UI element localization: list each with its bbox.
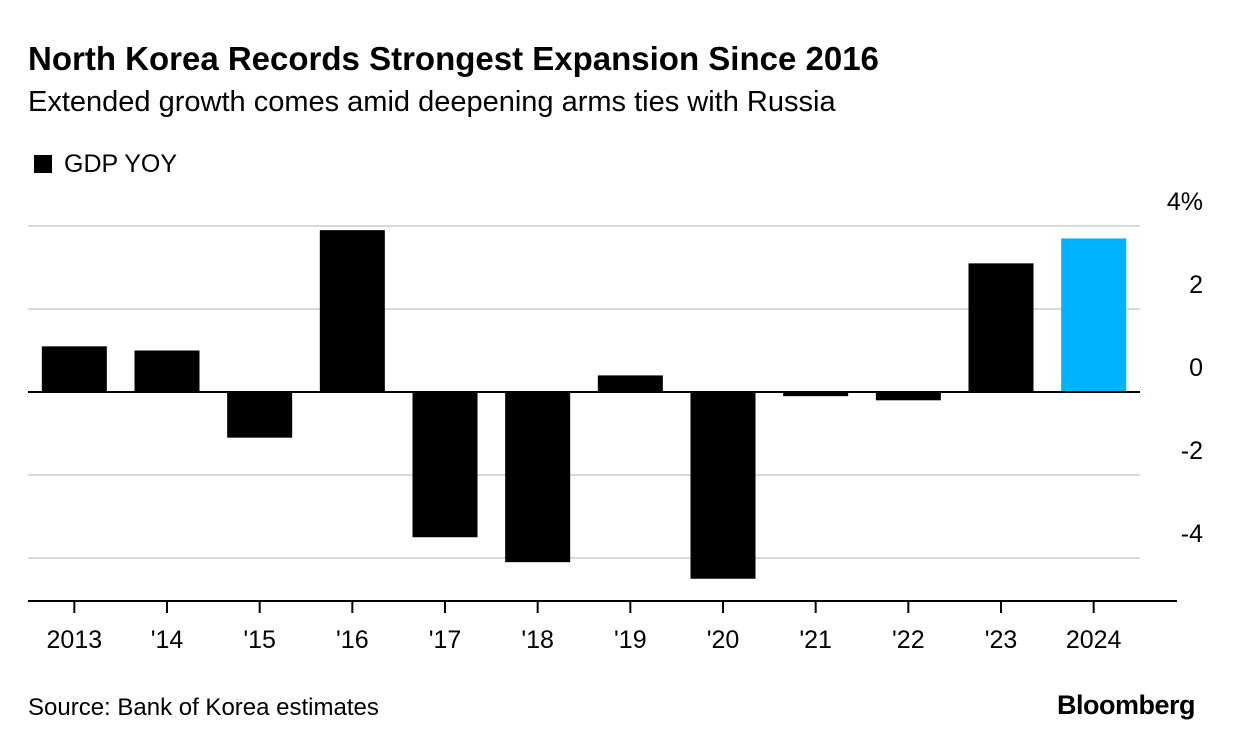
y-tick-label: -4: [1181, 520, 1203, 548]
bar-14: [134, 350, 200, 392]
bar-17: [412, 392, 478, 538]
bar-19: [597, 375, 663, 392]
x-tick-label: '21: [799, 626, 832, 654]
legend-swatch: [34, 155, 52, 173]
bar-15: [227, 392, 293, 438]
x-tick-label: '20: [707, 626, 740, 654]
legend-label: GDP YOY: [64, 149, 178, 178]
y-tick-label: 4%: [1167, 188, 1203, 216]
source-note: Source: Bank of Korea estimates: [28, 694, 379, 721]
x-tick-label: '16: [336, 626, 369, 654]
bar-20: [690, 392, 756, 579]
x-tick-label: 2013: [47, 626, 103, 654]
x-tick-label: '17: [429, 626, 462, 654]
bar-18: [505, 392, 571, 563]
y-tick-label: 0: [1189, 354, 1203, 382]
x-tick-label: '14: [151, 626, 184, 654]
y-tick-label: -2: [1181, 437, 1203, 465]
chart-subtitle: Extended growth comes amid deepening arm…: [28, 86, 836, 118]
x-tick-label: '18: [521, 626, 554, 654]
x-tick-label: '22: [892, 626, 925, 654]
bar-21: [783, 392, 849, 397]
bar-2024: [1061, 238, 1127, 392]
bloomberg-logo: Bloomberg: [1056, 690, 1196, 720]
x-tick-label: '23: [985, 626, 1018, 654]
chart-title: North Korea Records Strongest Expansion …: [28, 40, 879, 77]
bar-22: [875, 392, 941, 401]
bar-23: [968, 263, 1034, 392]
bar-2013: [41, 346, 107, 392]
y-tick-label: 2: [1189, 271, 1203, 299]
x-tick-label: '15: [243, 626, 276, 654]
legend: GDP YOY: [34, 149, 177, 179]
x-tick-label: '19: [614, 626, 647, 654]
bar-16: [319, 230, 385, 392]
x-tick-label: 2024: [1066, 626, 1122, 654]
